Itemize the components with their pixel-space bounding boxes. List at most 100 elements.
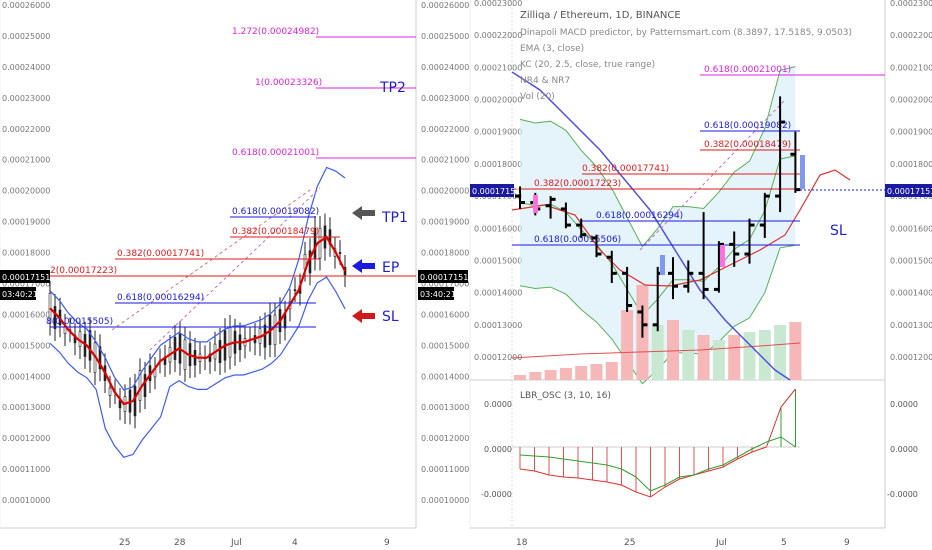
left-price-tick: 0.00012000 [421, 434, 469, 443]
right-price-tick: 0.00015000 [474, 256, 522, 265]
right-price-tick: 0.00019000 [890, 128, 932, 137]
right-fib-label: 0.618(0.00019082) [704, 121, 791, 131]
left-price-tick: 0.00012000 [2, 434, 50, 443]
left-candle-body [313, 228, 317, 259]
left-price-tick: 0.00017000 [2, 279, 50, 288]
ep-label: EP [382, 260, 399, 276]
volume-bar [743, 332, 756, 380]
right-ema-line [511, 169, 851, 287]
sl-label: SL [382, 309, 399, 325]
left-price-tick: 0.00023000 [421, 94, 469, 103]
left-price-tick: 0.00025000 [2, 32, 50, 41]
left-candle-body [173, 337, 177, 360]
right-price-tick: 0.00016000 [890, 224, 932, 233]
left-fib-label: 1(0.00023326) [255, 78, 322, 88]
right-fib-label: 0.382(0.00018479) [704, 140, 791, 150]
sl-arrow-icon [352, 309, 375, 323]
left-price-tick: 0.00016000 [2, 310, 50, 319]
indicator-label: Vol (20) [520, 92, 555, 102]
right-price-tick: 0.00018000 [890, 160, 932, 169]
left-fib-label: 8(0.00015505) [46, 317, 113, 327]
nr-highlight-candle [660, 255, 665, 275]
oscillator-title: LBR_OSC (3, 10, 16) [520, 391, 611, 401]
indicator-label: NR4 & NR7 [520, 76, 570, 86]
svg-text:0.0000: 0.0000 [890, 400, 918, 409]
right-fib-level: 0.618(0.00021001) [700, 65, 885, 76]
left-fib-level: 0.382(0.00017741) [115, 249, 320, 260]
left-price-tick: 0.00014000 [421, 372, 469, 381]
left-candle-body [208, 353, 212, 362]
right-fib-level: 0.618(0.00019082) [700, 121, 800, 132]
volume-bar [605, 362, 618, 380]
left-candle-body [183, 339, 187, 370]
ep-arrow-icon [352, 259, 375, 273]
indicator-label: KC (20, 2.5, close, true range) [520, 60, 655, 70]
left-candle-body [263, 324, 267, 348]
oscillator-slow-line [519, 436, 796, 492]
right-price-tick: 0.00023000 [890, 0, 932, 8]
left-date-tick: 25 [119, 538, 130, 548]
right-price-tick: 0.00021000 [890, 63, 932, 72]
oscillator-fast-line [519, 388, 796, 498]
left-candle-body [338, 252, 342, 254]
left-price-tick: 0.00010000 [421, 496, 469, 505]
left-price-tick: 0.00021000 [2, 156, 50, 165]
svg-text:0.00017151: 0.00017151 [887, 187, 932, 196]
left-price-tick: 0.00016000 [421, 310, 469, 319]
right-price-tick: 0.00022000 [474, 31, 522, 40]
tp2-label: TP2 [379, 80, 406, 96]
dinapoli-predictor-line [511, 71, 791, 381]
right-fib-trend-line [639, 99, 786, 251]
volume-average-line [511, 342, 801, 359]
volume-bar [514, 375, 526, 380]
lbr-oscillator-panel: LBR_OSC (3, 10, 16) 0.0000 0.0000 -0.000… [481, 388, 918, 499]
right-fib-level: 0.382(0.00017741) [582, 164, 800, 175]
right-fib-level: 0.618(0.00016294) [582, 211, 800, 222]
indicator-label: EMA (3, close) [520, 44, 584, 54]
left-candle-body [218, 340, 222, 363]
right-date-tick: Jul [715, 538, 727, 548]
tp2-annotation: TP2 [379, 80, 406, 96]
left-price-badge-left: 0.00017151 03:40:21 [0, 270, 50, 300]
keltner-upper-line [519, 66, 796, 248]
left-fib-level: 0.618(0.00016294) [115, 293, 316, 304]
svg-text:0.00017151: 0.00017151 [2, 273, 50, 282]
left-price-tick: 0.00017000 [421, 279, 469, 288]
left-fib-label: 0.618(0.00019082) [232, 207, 319, 217]
left-price-tick: 0.00026000 [2, 1, 50, 10]
right-date-tick: 18 [516, 538, 528, 548]
left-fib-level: 1.272(0.00024982) [232, 27, 416, 38]
volume-bar [697, 335, 710, 380]
tp1-label: TP1 [381, 210, 408, 226]
volume-bar [682, 330, 695, 380]
left-date-tick: 9 [384, 538, 390, 548]
left-price-tick: 0.00022000 [421, 125, 469, 134]
left-fib-level: 0.618(0.00019082) [230, 207, 319, 218]
left-ema-line [49, 235, 346, 406]
right-fib-label: 0.618(0.00021001) [704, 65, 791, 75]
volume-bar [712, 340, 725, 380]
left-price-tick: 0.00015000 [2, 341, 50, 350]
left-price-tick: 0.00023000 [2, 94, 50, 103]
right-price-tick: 0.00013000 [474, 321, 522, 330]
left-fib-label: 0.618(0.00016294) [117, 293, 204, 303]
left-fib-level: 2(0.00017223) [50, 266, 416, 277]
left-price-tick: 0.00024000 [421, 63, 469, 72]
left-chart-panel: 0.00026000 0.00025000 0.00024000 0.00023000… [0, 0, 469, 548]
volume-bar [728, 335, 741, 380]
left-price-tick: 0.00020000 [421, 187, 469, 196]
right-fib-level: 0.382(0.00018479) [700, 140, 800, 151]
left-candle-body [133, 385, 137, 417]
tp1-arrow-icon [352, 206, 375, 220]
left-price-tick: 0.00011000 [2, 465, 50, 474]
right-chart-panel: 0.00023000 0.00022000 0.00021000 0.00020000… [469, 0, 932, 548]
right-sl-label: SL [830, 223, 847, 239]
left-fib-label: 0.618(0.00021001) [232, 148, 319, 158]
left-date-tick: Jul [230, 538, 242, 548]
left-price-tick: 0.00018000 [421, 249, 469, 258]
volume-bar [529, 372, 542, 380]
right-price-badge: 0.00017151 0.00017151 [470, 184, 932, 197]
right-price-tick: 0.00014000 [474, 289, 522, 298]
left-candle-body [108, 387, 112, 396]
